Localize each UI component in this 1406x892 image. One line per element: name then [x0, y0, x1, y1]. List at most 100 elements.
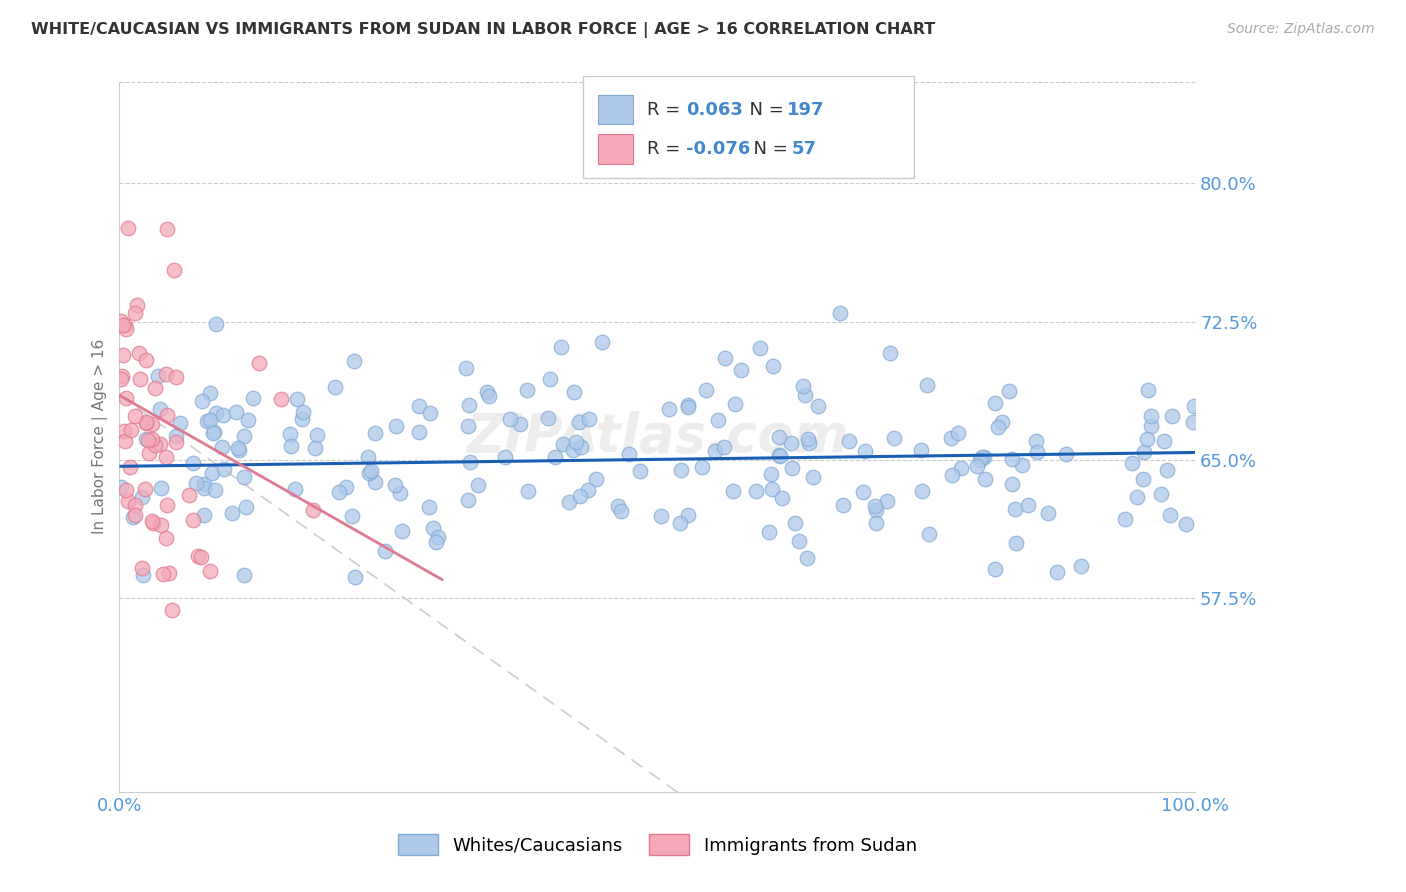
Point	[112, 424, 135, 438]
Point	[941, 432, 963, 446]
Point	[111, 349, 134, 363]
Point	[792, 378, 814, 392]
Point	[236, 413, 259, 427]
Point	[730, 363, 752, 377]
Point	[163, 263, 186, 277]
Point	[770, 491, 793, 505]
Point	[695, 383, 717, 397]
Point	[516, 383, 538, 397]
Point	[150, 517, 173, 532]
Point	[165, 429, 187, 443]
Point	[852, 484, 875, 499]
Point	[780, 436, 803, 450]
Point	[128, 345, 150, 359]
Point	[972, 450, 994, 464]
Point	[408, 425, 430, 439]
Point	[591, 334, 613, 349]
Point	[143, 437, 166, 451]
Point	[759, 467, 782, 482]
Point	[201, 426, 224, 441]
Point	[966, 459, 988, 474]
Point	[165, 370, 187, 384]
Point	[749, 341, 772, 355]
Point	[1161, 409, 1184, 423]
Point	[1133, 445, 1156, 459]
Point	[233, 470, 256, 484]
Point	[458, 455, 481, 469]
Point	[343, 354, 366, 368]
Point	[724, 397, 747, 411]
Point	[517, 483, 540, 498]
Point	[467, 478, 489, 492]
Point	[991, 416, 1014, 430]
Point	[628, 464, 651, 478]
Point	[181, 512, 204, 526]
Point	[946, 426, 969, 441]
Point	[1054, 447, 1077, 461]
Point	[762, 359, 785, 373]
Point	[676, 508, 699, 522]
Point	[983, 562, 1005, 576]
Point	[280, 439, 302, 453]
Point	[576, 483, 599, 497]
Point	[1153, 434, 1175, 448]
Point	[389, 485, 412, 500]
Point	[568, 416, 591, 430]
Point	[205, 406, 228, 420]
Point	[419, 406, 441, 420]
Point	[704, 443, 727, 458]
Text: R =: R =	[647, 140, 686, 158]
Point	[118, 460, 141, 475]
Point	[134, 482, 156, 496]
Point	[305, 428, 328, 442]
Point	[391, 524, 413, 538]
Point	[917, 378, 939, 392]
Point	[235, 500, 257, 514]
Point	[1036, 506, 1059, 520]
Text: N =: N =	[738, 101, 790, 119]
Point	[425, 535, 447, 549]
Point	[578, 412, 600, 426]
Point	[202, 425, 225, 439]
Point	[617, 447, 640, 461]
Point	[129, 372, 152, 386]
Point	[110, 313, 132, 327]
Point	[796, 551, 818, 566]
Point	[132, 567, 155, 582]
Point	[135, 352, 157, 367]
Point	[987, 419, 1010, 434]
Point	[169, 417, 191, 431]
Point	[198, 564, 221, 578]
Point	[226, 441, 249, 455]
Text: ZIPAtlas.com: ZIPAtlas.com	[465, 411, 849, 463]
Point	[723, 484, 745, 499]
Point	[1121, 456, 1143, 470]
Point	[195, 414, 218, 428]
Point	[1136, 383, 1159, 397]
Point	[193, 508, 215, 522]
Point	[131, 560, 153, 574]
Text: R =: R =	[647, 101, 686, 119]
Point	[212, 462, 235, 476]
Point	[112, 318, 135, 333]
Point	[984, 396, 1007, 410]
Point	[374, 544, 396, 558]
Point	[807, 399, 830, 413]
Point	[910, 442, 932, 457]
Point	[678, 400, 700, 414]
Point	[145, 380, 167, 394]
Point	[787, 533, 810, 548]
Point	[508, 417, 530, 431]
Point	[769, 449, 792, 463]
Point	[114, 483, 136, 498]
Point	[498, 412, 520, 426]
Point	[669, 516, 692, 531]
Point	[201, 466, 224, 480]
Point	[950, 461, 973, 475]
Point	[335, 480, 357, 494]
Point	[973, 450, 995, 464]
Point	[1017, 498, 1039, 512]
Text: 197: 197	[787, 101, 825, 119]
Point	[247, 356, 270, 370]
Point	[1025, 445, 1047, 459]
